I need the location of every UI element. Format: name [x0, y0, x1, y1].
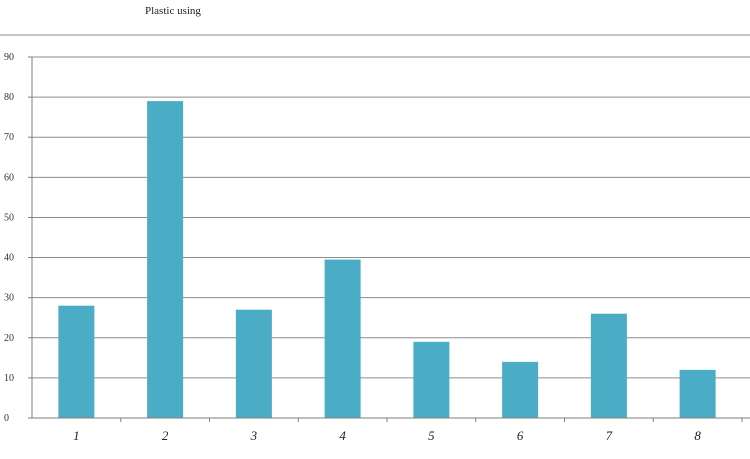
- y-tick-label: 50: [4, 212, 14, 223]
- bar-2: [147, 101, 184, 418]
- bar-6: [502, 361, 539, 418]
- bar-1: [58, 305, 95, 418]
- bar-7: [590, 313, 627, 418]
- gridlines: [32, 56, 750, 379]
- bar-5: [413, 341, 450, 418]
- y-tick-label: 90: [4, 52, 14, 63]
- y-tick-label: 10: [4, 373, 14, 384]
- y-tick-label: 0: [4, 413, 9, 424]
- y-tick-label: 80: [4, 92, 14, 103]
- x-tick-label: 1: [73, 428, 80, 443]
- x-tick-label: 2: [162, 428, 169, 443]
- chart-title: Plastic using: [145, 5, 201, 17]
- x-tick-label: 7: [606, 428, 613, 443]
- x-tick-label: 3: [250, 428, 258, 443]
- y-tick-label: 60: [4, 172, 14, 183]
- x-axis-ticks: 1 2 3 4 5 6 7 8: [73, 418, 743, 443]
- y-tick-label: 30: [4, 293, 14, 304]
- bar-4: [324, 259, 361, 418]
- bars: [58, 101, 716, 418]
- x-tick-label: 5: [428, 428, 435, 443]
- x-tick-label: 8: [694, 428, 701, 443]
- x-tick-label: 4: [339, 428, 346, 443]
- bar-3: [235, 309, 272, 418]
- x-axis: [31, 57, 750, 419]
- y-tick-label: 40: [4, 253, 14, 264]
- y-tick-label: 70: [4, 132, 14, 143]
- y-axis-ticks: 0 10 20 30 40 50 60 70 80 90: [4, 52, 32, 424]
- bar-8: [679, 369, 716, 418]
- x-tick-label: 6: [517, 428, 524, 443]
- y-tick-label: 20: [4, 333, 14, 344]
